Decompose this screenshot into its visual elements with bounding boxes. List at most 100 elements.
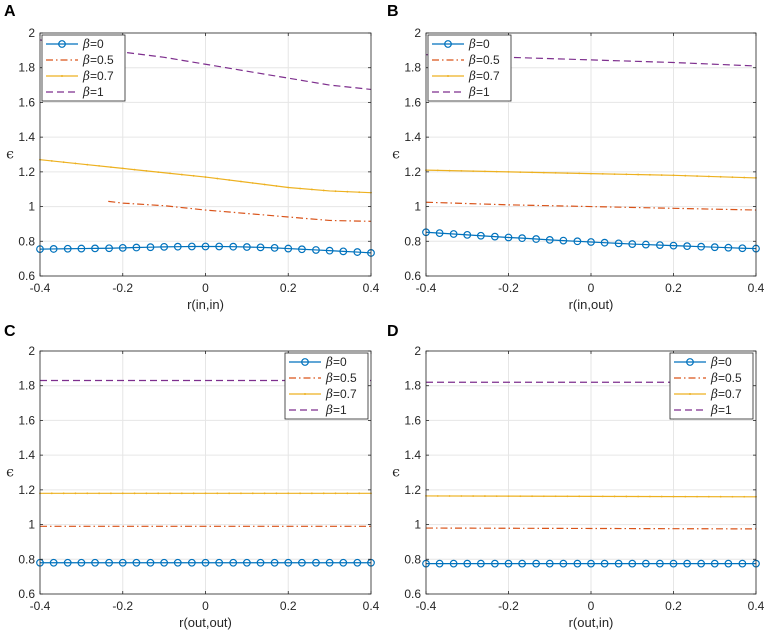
data-point: [660, 495, 663, 498]
legend-value: =1: [90, 85, 104, 99]
x-tick-label: 0: [588, 281, 595, 295]
data-point: [637, 495, 640, 498]
data-point: [256, 558, 265, 567]
data-point: [518, 559, 527, 568]
legend-beta-symbol: β: [325, 355, 333, 369]
data-point: [242, 243, 251, 251]
data-point: [146, 243, 155, 252]
y-tick-label: 2: [414, 26, 421, 40]
data-point: [672, 174, 675, 177]
data-point: [490, 232, 499, 241]
data-point: [312, 558, 320, 567]
data-point: [641, 240, 650, 249]
data-point: [460, 169, 463, 172]
legend-beta-symbol: β: [82, 69, 90, 83]
data-point: [86, 163, 89, 166]
data-point: [472, 495, 475, 497]
data-point: [298, 558, 306, 567]
data-point: [669, 241, 678, 250]
data-point: [299, 492, 301, 495]
legend-value: =0.5: [476, 53, 500, 67]
series-line-beta-0: [425, 231, 757, 250]
data-point: [229, 558, 238, 567]
legend-value: =1: [476, 85, 490, 99]
data-point: [600, 559, 609, 568]
data-point: [160, 558, 169, 567]
x-tick-label: -0.4: [416, 281, 437, 295]
y-tick-label: 0.6: [18, 269, 35, 283]
legend: β=0β=0.5β=0.7β=1: [284, 352, 369, 420]
legend-value: =0: [333, 355, 347, 369]
data-point: [614, 559, 623, 568]
data-point: [287, 492, 290, 495]
data-point: [472, 170, 475, 173]
data-point: [346, 492, 349, 495]
x-axis-label: r(in,out): [569, 297, 614, 312]
x-tick-label: 0.4: [363, 281, 380, 295]
data-point: [448, 495, 451, 497]
series-line-beta-1: [425, 527, 757, 530]
data-point: [545, 559, 554, 568]
legend-value: =0.7: [718, 387, 742, 401]
data-point: [263, 183, 266, 186]
data-point: [145, 169, 148, 172]
data-point: [519, 171, 522, 174]
legend-beta-symbol: β: [82, 37, 90, 51]
data-point: [325, 558, 334, 567]
panel-label: B: [387, 3, 399, 20]
series-line-beta-1: [425, 201, 757, 211]
data-point: [275, 492, 278, 495]
data-point: [435, 229, 444, 238]
legend-entry: β=0.7: [468, 69, 500, 83]
data-point: [628, 240, 637, 248]
data-point: [216, 492, 219, 495]
data-point: [270, 558, 279, 567]
data-point: [62, 161, 65, 164]
data-point: [590, 495, 592, 498]
data-point: [216, 177, 219, 180]
legend-beta-symbol: β: [325, 387, 333, 401]
legend-entry: β=0.5: [710, 371, 742, 385]
y-tick-label: 1: [28, 200, 35, 214]
legend-marker: [447, 75, 449, 77]
data-point: [157, 171, 160, 174]
data-point: [518, 234, 527, 243]
y-tick-label: 1.4: [404, 130, 421, 144]
legend-value: =0: [718, 355, 732, 369]
x-tick-label: 0.2: [280, 599, 297, 613]
data-point: [133, 168, 136, 171]
data-point: [105, 244, 113, 253]
data-point: [74, 162, 77, 165]
legend-value: =1: [333, 403, 347, 417]
y-tick-label: 0.8: [18, 552, 35, 566]
legend-value: =0: [476, 37, 490, 51]
data-point: [683, 559, 692, 568]
data-point: [559, 236, 568, 245]
data-point: [484, 170, 486, 173]
data-point: [578, 495, 581, 498]
y-tick-label: 1.8: [18, 379, 35, 393]
legend-beta-symbol: β: [468, 69, 476, 83]
x-tick-label: 0.4: [748, 599, 765, 613]
y-tick-label: 1.4: [404, 448, 421, 462]
x-tick-label: 0: [202, 281, 209, 295]
data-point: [77, 558, 86, 567]
data-point: [160, 242, 169, 251]
data-point: [169, 492, 171, 495]
data-point: [566, 495, 569, 498]
data-point: [192, 492, 195, 495]
data-point: [98, 492, 101, 495]
data-point: [710, 559, 719, 568]
data-point: [532, 235, 541, 243]
data-point: [696, 495, 698, 498]
data-point: [169, 172, 171, 175]
legend-marker: [689, 393, 691, 395]
legend-box: [669, 352, 754, 420]
legend-entry: β=0: [325, 355, 347, 369]
data-point: [738, 559, 747, 568]
data-point: [731, 176, 734, 179]
y-axis-label: ϵ: [392, 465, 400, 481]
legend-beta-symbol: β: [82, 53, 90, 67]
legend-entry: β=0.7: [710, 387, 742, 401]
data-point: [587, 559, 595, 568]
